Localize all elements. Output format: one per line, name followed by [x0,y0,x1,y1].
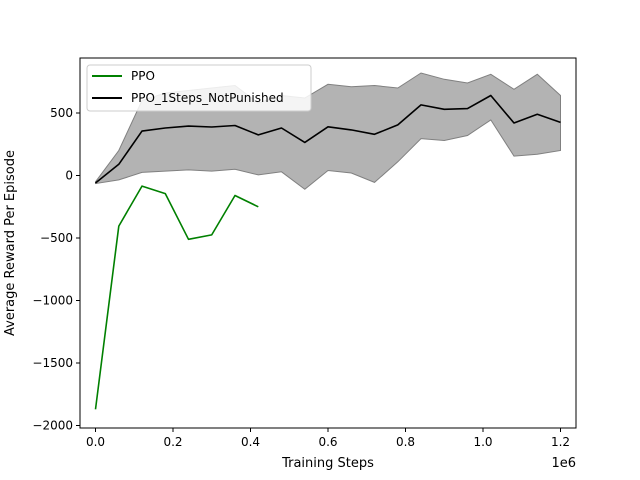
x-tick-label: 0.0 [86,435,105,449]
x-tick-label: 0.2 [163,435,182,449]
y-tick-label: −1500 [32,356,73,370]
y-tick-label: 0 [65,169,73,183]
series-line-ppo-1steps-notpunished [94,94,561,184]
series-line-ppo [94,185,259,410]
x-axis: 0.0 0.2 0.4 0.6 0.8 1.0 1.2 [86,428,570,449]
y-axis-label: Average Reward Per Episode [3,150,18,336]
plot-area [94,72,561,410]
legend-label-ppo-1steps-notpunished: PPO_1Steps_NotPunished [131,91,284,105]
y-tick-label: 500 [50,106,73,120]
x-tick-label: 1.2 [551,435,570,449]
legend: PPO PPO_1Steps_NotPunished [86,64,312,112]
x-tick-label: 0.6 [318,435,337,449]
x-tick-label: 0.8 [396,435,415,449]
x-tick-label: 0.4 [241,435,260,449]
y-axis: −2000 −1500 −1000 −500 0 500 [32,106,80,433]
legend-frame [86,64,312,112]
legend-label-ppo: PPO [131,69,155,83]
y-tick-label: −2000 [32,419,73,433]
x-tick-label: 1.0 [473,435,492,449]
x-axis-multiplier: 1e6 [551,456,576,471]
x-axis-label: Training Steps [281,456,374,471]
y-tick-label: −1000 [32,294,73,308]
y-tick-label: −500 [40,231,73,245]
